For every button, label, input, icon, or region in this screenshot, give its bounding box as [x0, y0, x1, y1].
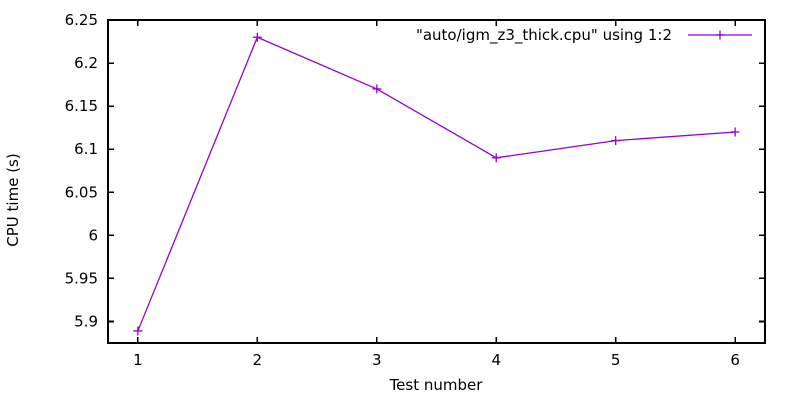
series-line: [137, 36, 736, 332]
data-point: [491, 153, 501, 163]
x-axis-title: Test number: [389, 376, 484, 394]
y-tick-label: 6.15: [65, 97, 98, 115]
data-point: [611, 136, 621, 146]
x-tick-label: 2: [253, 351, 263, 369]
data-series-group: [133, 32, 740, 336]
y-tick-label: 6.25: [65, 11, 98, 29]
legend-entry-label: "auto/igm_z3_thick.cpu" using 1:2: [416, 26, 672, 45]
x-axis-tick-labels: 1 2 3 4 5 6: [133, 351, 740, 369]
y-axis-ticks: [108, 19, 765, 323]
data-point: [133, 326, 143, 336]
data-point: [252, 32, 262, 42]
y-tick-label: 5.9: [74, 312, 98, 330]
x-tick-label: 1: [133, 351, 143, 369]
x-tick-label: 4: [491, 351, 501, 369]
x-tick-label: 3: [372, 351, 382, 369]
y-tick-label: 6.2: [74, 54, 98, 72]
y-tick-label: 5.95: [65, 269, 98, 287]
x-tick-label: 6: [730, 351, 740, 369]
y-tick-label: 6: [88, 226, 98, 244]
legend: "auto/igm_z3_thick.cpu" using 1:2: [416, 26, 752, 45]
legend-point-sample: [715, 30, 725, 40]
data-point: [730, 127, 740, 137]
data-point: [372, 84, 382, 94]
x-axis-ticks: [137, 20, 736, 343]
y-axis-title: CPU time (s): [4, 153, 22, 246]
y-axis-tick-labels: 5.9 5.95 6 6.05 6.1 6.15 6.2 6.25: [65, 11, 98, 330]
y-tick-label: 6.1: [74, 140, 98, 158]
y-tick-label: 6.05: [65, 183, 98, 201]
series-point-markers: [133, 32, 740, 336]
x-tick-label: 5: [611, 351, 621, 369]
